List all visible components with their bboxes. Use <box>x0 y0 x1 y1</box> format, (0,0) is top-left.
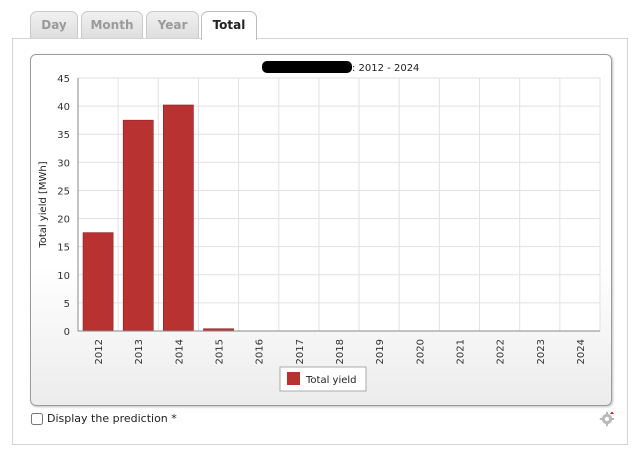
y-tick-label: 25 <box>57 186 70 197</box>
x-tick-label: 2017 <box>295 339 306 364</box>
y-tick-label: 30 <box>57 158 70 169</box>
x-tick-label: 2019 <box>375 339 386 364</box>
x-tick-label: 2012 <box>94 339 105 364</box>
chart-title: : 2012 - 2024 <box>352 63 419 74</box>
x-tick-label: 2018 <box>335 339 346 364</box>
redacted-title-part <box>262 61 352 73</box>
bar <box>163 104 194 332</box>
y-axis-title: Total yield [MWh] <box>38 161 49 248</box>
y-tick-label: 20 <box>57 215 70 226</box>
tab-day[interactable]: Day <box>30 11 78 38</box>
y-tick-label: 10 <box>57 271 70 282</box>
y-tick-label: 0 <box>64 327 70 338</box>
chart-container: 0 5 10 15 20 25 30 35 40 45 2012 2013 2014 2015 2016 20… <box>30 54 612 406</box>
total-yield-chart: 0 5 10 15 20 25 30 35 40 45 2012 2013 2014 2015 2016 20… <box>38 63 601 392</box>
prediction-toggle[interactable]: Display the prediction * <box>31 412 177 425</box>
legend-swatch <box>287 372 300 385</box>
y-tick-label: 15 <box>57 243 70 254</box>
x-tick-label: 2014 <box>174 339 185 364</box>
y-tick-label: 35 <box>57 130 70 141</box>
x-tick-label: 2021 <box>455 339 466 364</box>
prediction-checkbox[interactable] <box>31 412 43 425</box>
tab-year[interactable]: Year <box>146 11 199 38</box>
bar <box>82 232 114 332</box>
y-tick-label: 45 <box>57 74 70 85</box>
plot-area <box>77 77 601 332</box>
tab-total[interactable]: Total <box>201 11 257 40</box>
x-tick-label: 2022 <box>496 339 507 364</box>
x-tick-label: 2015 <box>215 339 226 364</box>
x-tick-label: 2024 <box>576 339 587 364</box>
x-tick-label: 2023 <box>536 339 547 364</box>
gear-icon[interactable] <box>599 411 615 427</box>
x-tick-label: 2016 <box>255 339 266 364</box>
tab-month[interactable]: Month <box>81 11 143 38</box>
x-tick-label: 2020 <box>415 339 426 364</box>
bar <box>122 119 154 332</box>
y-tick-label: 5 <box>64 299 70 310</box>
y-tick-label: 40 <box>57 102 70 113</box>
x-tick-label: 2013 <box>134 339 145 364</box>
legend-box <box>279 366 367 392</box>
prediction-label: Display the prediction * <box>47 412 177 425</box>
legend-label: Total yield <box>305 375 357 386</box>
